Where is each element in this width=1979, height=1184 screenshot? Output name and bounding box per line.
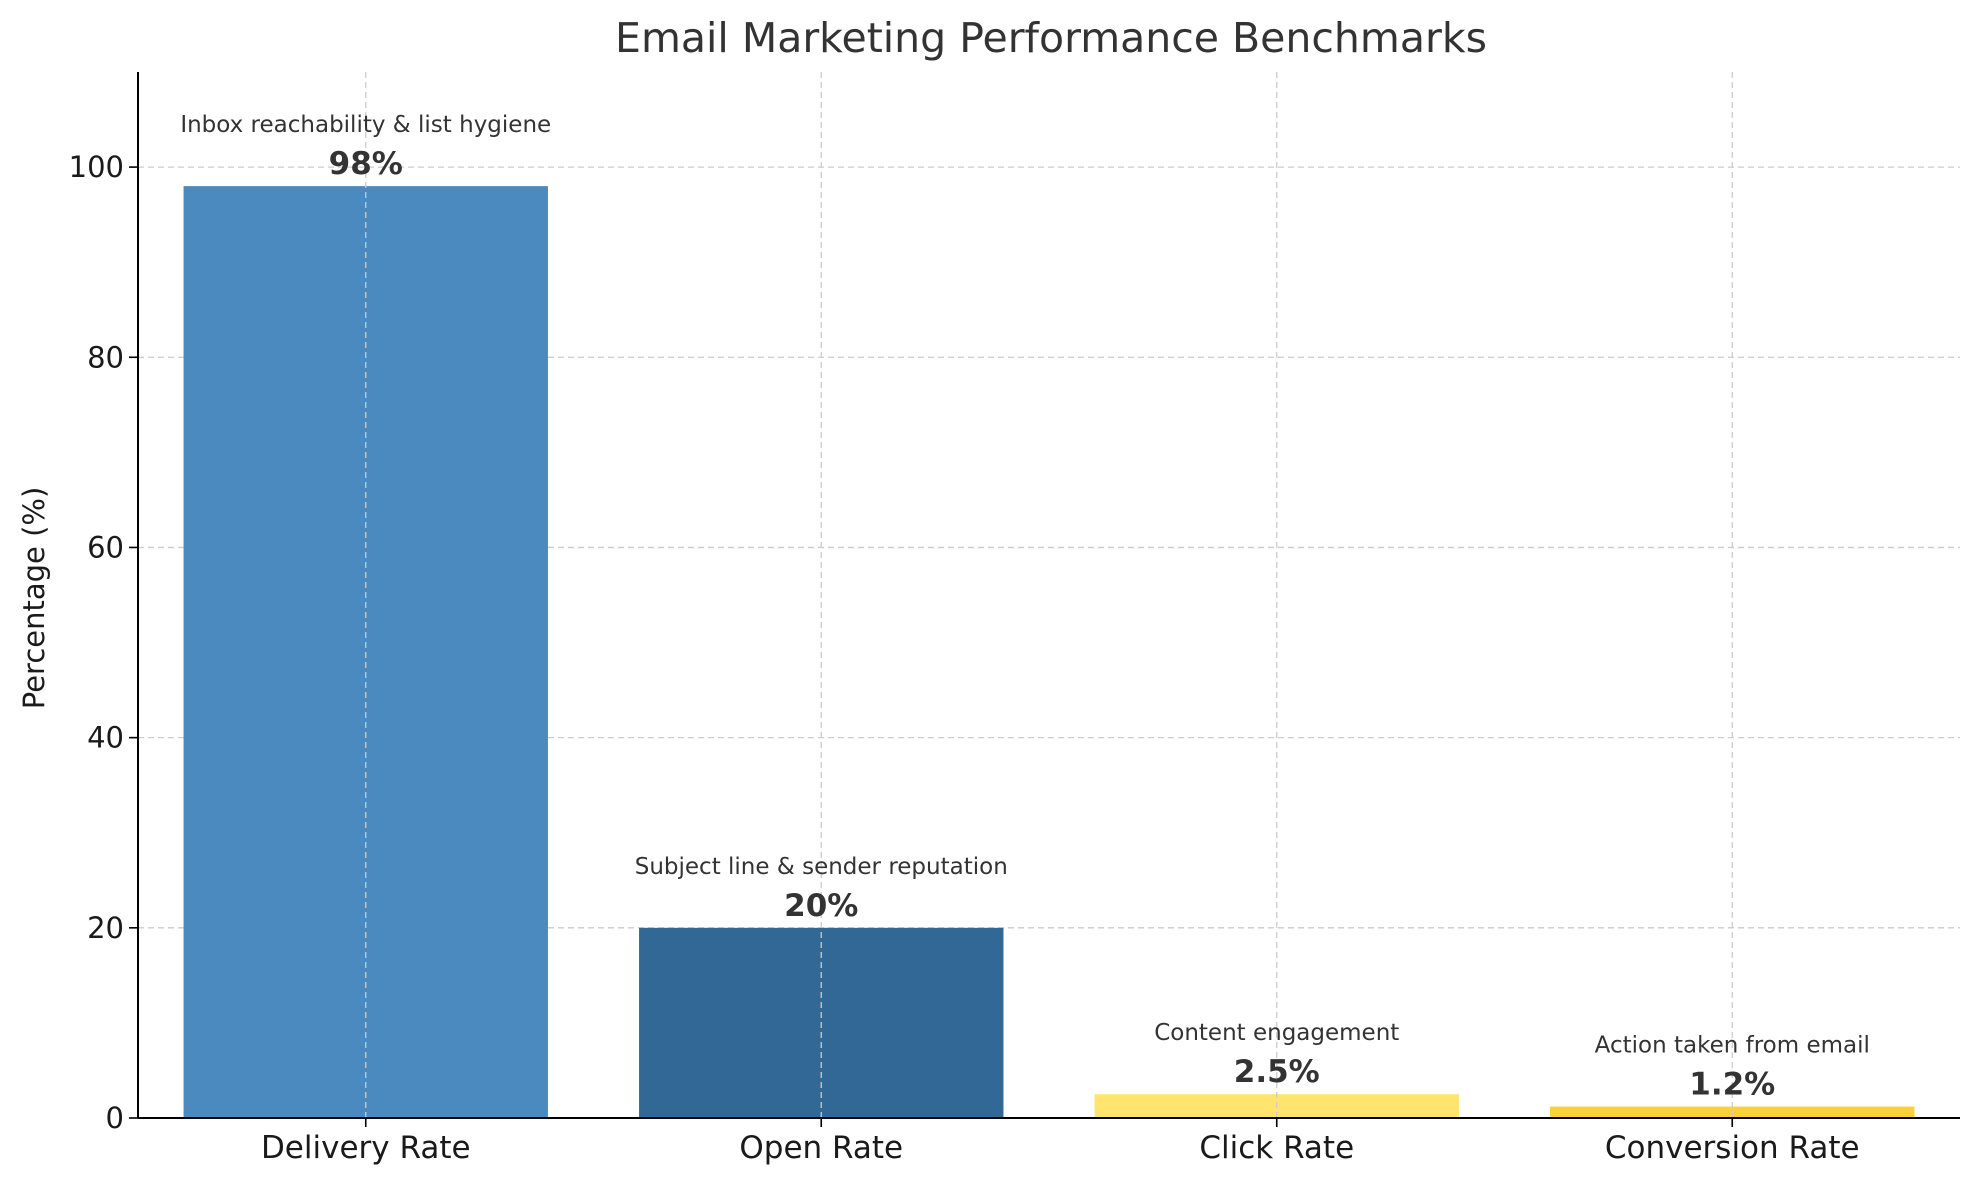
bar-annotation: Inbox reachability & list hygiene: [180, 112, 551, 138]
axes-layer: 0 20 40 60 80 100 Delivery Rate Open Rate Click …: [69, 72, 1960, 1166]
y-tick-label: 40: [87, 721, 124, 755]
x-tick-label: Conversion Rate: [1605, 1130, 1860, 1166]
y-tick-label: 0: [106, 1101, 124, 1135]
vertical-grid-layer: [365, 72, 1733, 1118]
y-tick-label: 100: [69, 150, 124, 184]
bars-layer: [183, 186, 1915, 1119]
x-tick-label: Delivery Rate: [261, 1130, 471, 1166]
value-label: 98%: [329, 146, 403, 182]
chart-title: Email Marketing Performance Benchmarks: [615, 14, 1487, 62]
x-tick-label: Click Rate: [1199, 1130, 1354, 1166]
value-label: 2.5%: [1234, 1054, 1320, 1090]
y-axis-label: Percentage (%): [17, 487, 51, 710]
y-tick-label: 20: [87, 911, 124, 945]
value-label: 1.2%: [1689, 1067, 1775, 1103]
y-tick-label: 60: [87, 530, 124, 564]
bar-annotation: Content engagement: [1154, 1020, 1399, 1046]
labels-layer: 98% Inbox reachability & list hygiene 20% S…: [180, 112, 1870, 1102]
value-label: 20%: [784, 888, 858, 924]
bar-annotation: Subject line & sender reputation: [635, 854, 1008, 880]
y-tick-label: 80: [87, 340, 124, 374]
x-tick-label: Open Rate: [739, 1130, 903, 1166]
bar-annotation: Action taken from email: [1595, 1033, 1870, 1059]
